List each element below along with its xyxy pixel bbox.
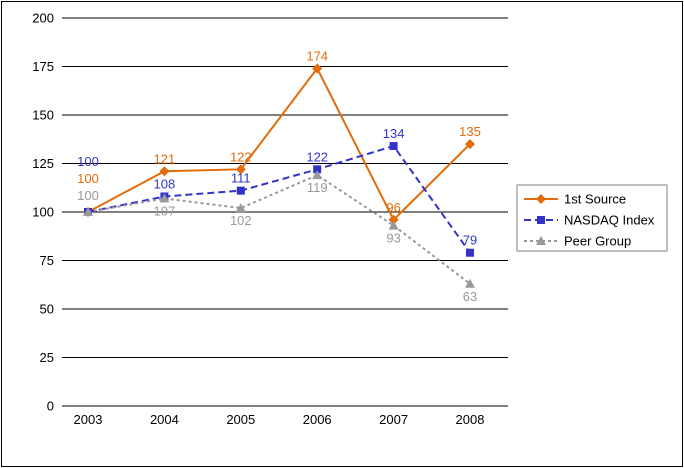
data-label: 122 bbox=[230, 149, 252, 164]
data-label: 100 bbox=[77, 171, 99, 186]
legend-label: 1st Source bbox=[564, 192, 626, 207]
marker-triangle-2004 bbox=[159, 193, 170, 203]
series-line-peer-group bbox=[87, 174, 471, 285]
x-axis-tick-label: 2003 bbox=[74, 412, 103, 427]
y-axis-tick-label: 100 bbox=[32, 205, 54, 220]
marker-diamond-2006 bbox=[312, 63, 323, 74]
marker-diamond-2004 bbox=[159, 166, 170, 177]
data-label: 96 bbox=[386, 200, 400, 215]
marker-square-2008 bbox=[466, 248, 474, 257]
data-label: 122 bbox=[306, 149, 328, 164]
y-axis-tick-label: 200 bbox=[32, 11, 54, 26]
legend-label: Peer Group bbox=[564, 234, 631, 249]
y-axis-tick-label: 175 bbox=[32, 59, 54, 74]
y-axis-tick-label: 125 bbox=[32, 156, 54, 171]
y-axis-tick-label: 50 bbox=[40, 302, 54, 317]
marker-square-2007 bbox=[389, 142, 398, 151]
data-label: 119 bbox=[307, 180, 328, 195]
marker-diamond-2005 bbox=[235, 164, 246, 175]
x-axis-tick-label: 2008 bbox=[456, 412, 485, 427]
legend-label: NASDAQ Index bbox=[564, 213, 655, 228]
data-label: 63 bbox=[463, 289, 477, 304]
x-axis-tick-label: 2004 bbox=[150, 412, 179, 427]
marker-diamond-2007 bbox=[388, 214, 399, 225]
series-line-nasdaq-index bbox=[87, 144, 471, 254]
legend-marker-triangle bbox=[536, 236, 546, 245]
data-label: 100 bbox=[77, 188, 99, 203]
x-axis-tick-label: 2005 bbox=[226, 412, 255, 427]
data-label: 174 bbox=[306, 48, 328, 63]
legend-marker-square bbox=[537, 216, 545, 224]
data-label: 135 bbox=[459, 124, 481, 139]
marker-triangle-2007 bbox=[388, 220, 399, 230]
x-axis-tick-label: 2007 bbox=[379, 412, 408, 427]
data-label: 111 bbox=[231, 171, 251, 186]
marker-diamond-2008 bbox=[465, 139, 475, 150]
x-axis-tick-label: 2006 bbox=[303, 412, 332, 427]
y-axis-tick-label: 75 bbox=[40, 253, 54, 268]
data-label: 102 bbox=[230, 213, 252, 228]
marker-triangle-2005 bbox=[235, 203, 246, 213]
marker-square-2006 bbox=[313, 165, 322, 174]
data-label: 100 bbox=[77, 154, 99, 169]
marker-triangle-2003 bbox=[83, 207, 93, 216]
data-label: 93 bbox=[386, 231, 400, 246]
data-label: 107 bbox=[154, 203, 176, 218]
y-axis-tick-label: 25 bbox=[40, 350, 54, 365]
legend-marker-diamond bbox=[536, 194, 546, 204]
y-axis-tick-label: 0 bbox=[47, 399, 54, 414]
marker-square-2005 bbox=[236, 186, 245, 195]
series-line-1st-source bbox=[87, 66, 471, 222]
y-axis-tick-label: 150 bbox=[32, 108, 54, 123]
marker-triangle-2006 bbox=[312, 170, 323, 180]
data-label: 134 bbox=[383, 126, 405, 141]
marker-triangle-2008 bbox=[465, 278, 475, 288]
data-label: 108 bbox=[154, 176, 176, 191]
data-label: 79 bbox=[463, 233, 477, 248]
data-label: 121 bbox=[154, 151, 176, 166]
